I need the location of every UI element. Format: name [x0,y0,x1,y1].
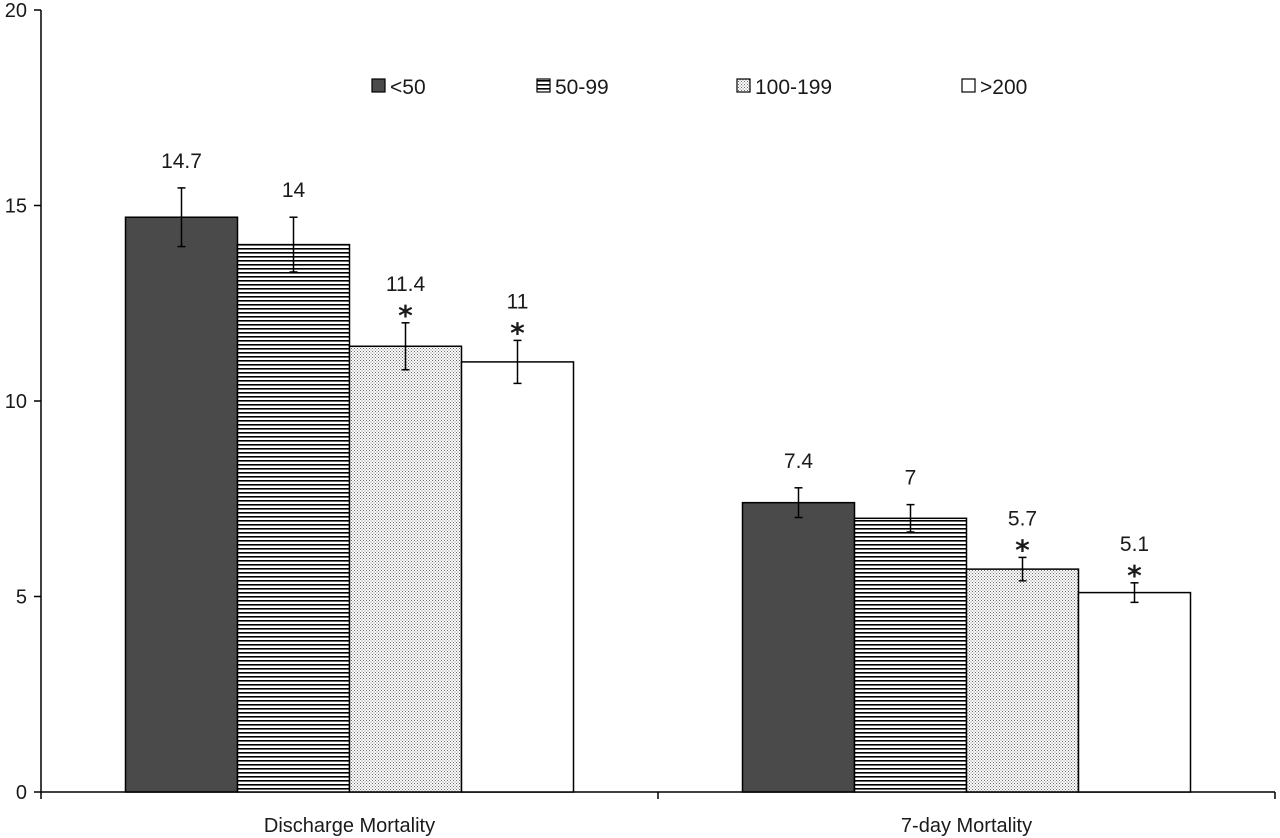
y-tick-label: 15 [5,196,27,218]
bar [1077,591,1192,793]
legend: <50 50-99 100-199 >200 [371,76,1027,99]
bar [124,216,239,793]
bar [965,568,1080,793]
value-label: 7 [905,467,917,490]
bars [124,187,1192,793]
y-tick-label: 5 [16,587,27,609]
value-label: 5.7 [1008,507,1037,530]
value-label: 14 [282,179,306,202]
bar [741,501,856,793]
value-label: 7.4 [784,450,814,473]
bar [460,361,575,793]
y-tick-label: 10 [5,391,27,413]
significance-marker: * [1015,533,1030,566]
legend-label: 100-199 [755,76,832,99]
value-label: 11.4 [386,273,426,296]
legend-swatch [736,78,751,93]
value-label: 5.1 [1120,533,1149,556]
legend-label: <50 [390,76,426,99]
x-category-label: Discharge Mortality [264,815,435,837]
legend-label: 50-99 [555,76,609,99]
legend-swatch [536,78,551,93]
y-tick-label: 20 [5,0,27,22]
x-category-label: 7-day Mortality [901,815,1032,837]
y-tick-label: 0 [16,782,27,804]
value-label: 11 [507,290,529,313]
legend-swatch [371,78,386,93]
legend-label: >200 [980,76,1027,99]
significance-marker: * [510,316,525,349]
bar [348,345,463,793]
data-labels: 14.7 14 * 11.4 * 11 7.4 7 * 5.7 * 5.1 [161,150,1149,592]
significance-marker: * [398,299,413,332]
significance-marker: * [1127,559,1142,592]
legend-swatch [961,78,976,93]
bar [853,517,968,793]
bar [236,243,351,793]
value-label: 14.7 [161,150,202,173]
